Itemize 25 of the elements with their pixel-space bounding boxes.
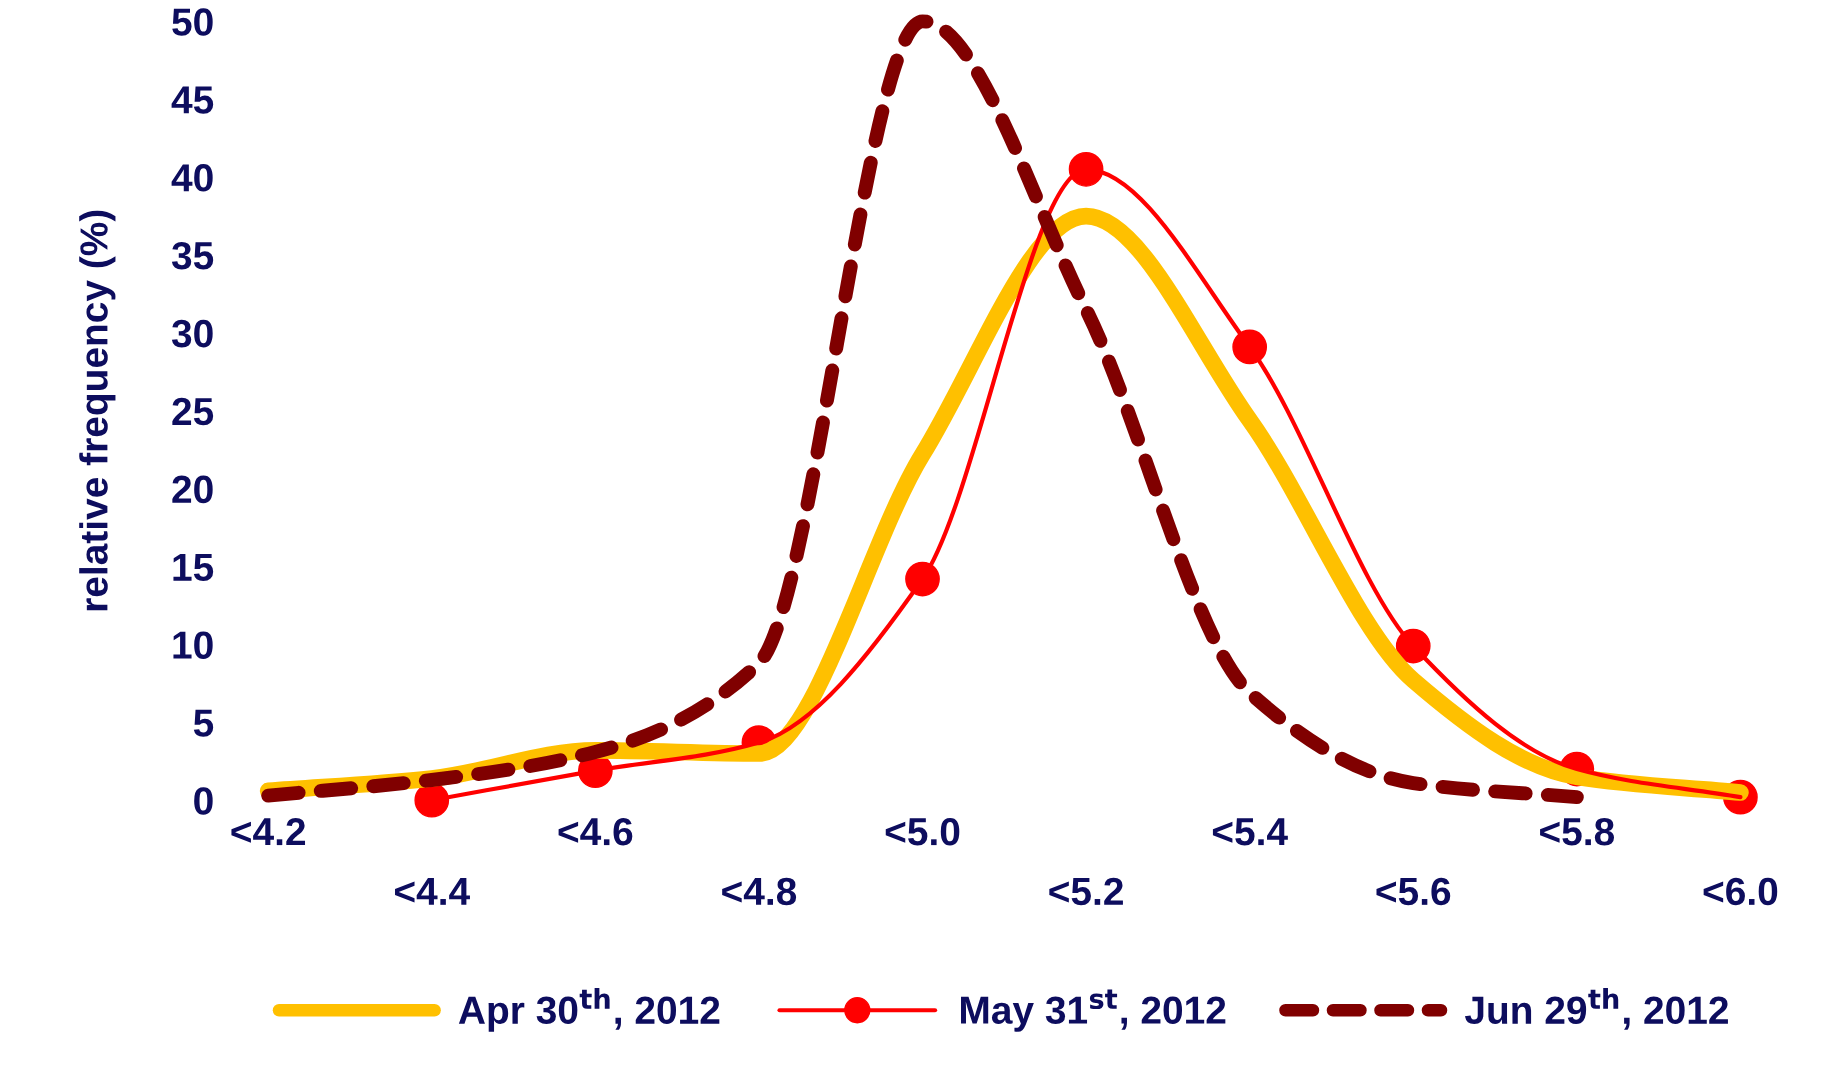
legend-label: May 31$^{st}$, 2012 <box>961 989 1226 1032</box>
legend-label: Apr 30$^{th}$, 2012 <box>458 988 720 1032</box>
y-tick-label: 5 <box>193 709 214 737</box>
y-axis-title: relative frequency (%) <box>79 210 116 611</box>
y-tick-label: 35 <box>171 241 214 270</box>
y-tick-label: 50 <box>172 8 213 36</box>
y-tick-label: 40 <box>171 164 213 192</box>
x-tick-label: <5.0 <box>885 817 960 846</box>
legend-label: Jun 29$^{th}$, 2012 <box>1464 988 1728 1030</box>
y-tick-label: 30 <box>171 319 213 348</box>
x-tick-label: <4.8 <box>722 877 797 906</box>
x-tick-label: <6.0 <box>1703 877 1778 906</box>
x-tick-label: <4.4 <box>395 878 470 905</box>
x-tick-label: <5.8 <box>1540 817 1615 846</box>
x-tick-label: <5.6 <box>1376 877 1451 906</box>
y-tick-label: 15 <box>173 553 214 582</box>
x-tick-label: <4.6 <box>558 817 633 846</box>
y-tick-label: 25 <box>172 397 214 426</box>
y-tick-label: 10 <box>173 631 213 659</box>
x-tick-label: <4.2 <box>231 817 306 846</box>
x-tick-label: <5.4 <box>1212 818 1288 846</box>
x-tick-label: <5.2 <box>1049 877 1123 906</box>
y-tick-label: 20 <box>172 475 213 504</box>
y-tick-label: 45 <box>171 86 214 114</box>
y-tick-label: 0 <box>194 787 213 815</box>
